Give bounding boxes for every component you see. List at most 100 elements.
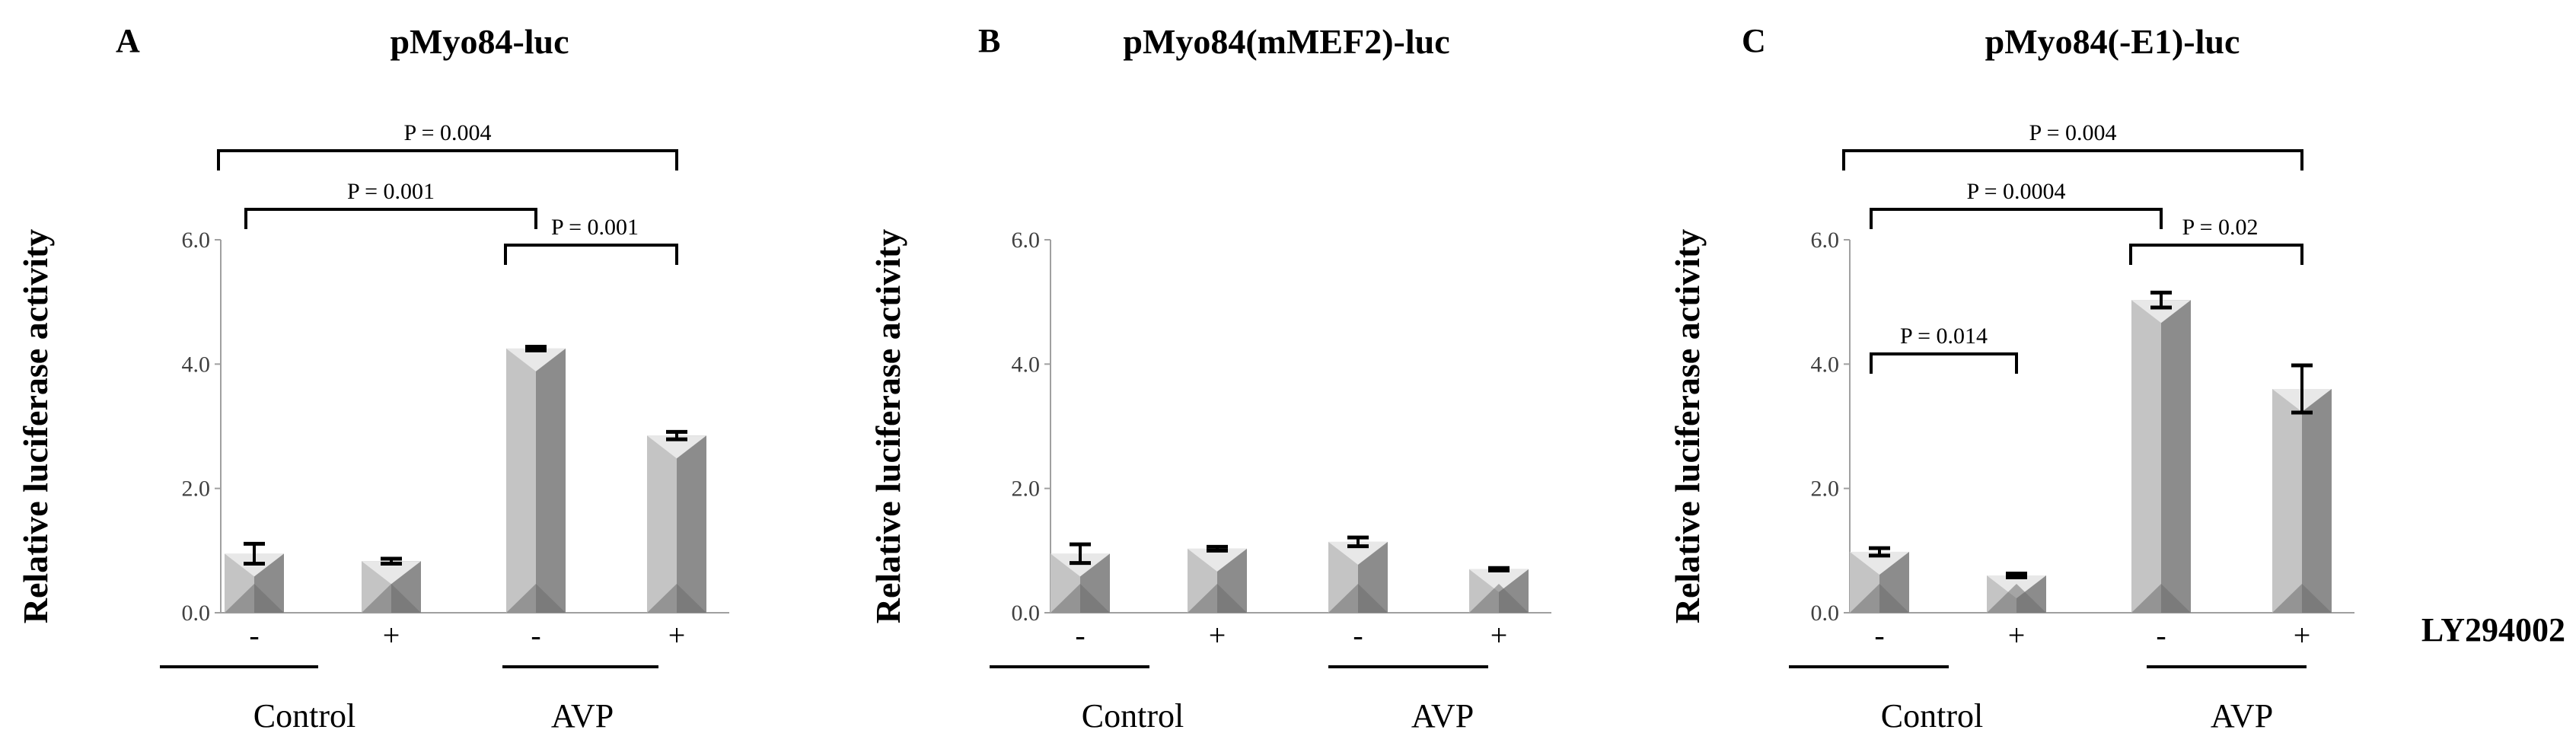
bar-bottom-bevel	[1987, 584, 2046, 613]
bracket-line	[1870, 208, 2163, 229]
y-tick-label: 4.0	[182, 352, 211, 377]
y-tick-label: 6.0	[1811, 228, 1840, 253]
y-tick-label: 2.0	[182, 476, 211, 502]
bar-bottom-bevel	[1469, 584, 1529, 613]
y-tick-label: 6.0	[182, 228, 211, 253]
p-value-label: P = 0.001	[551, 215, 639, 240]
bar-bottom-bevel	[1850, 584, 1909, 613]
bracket-line	[1842, 149, 2303, 171]
x-tick-label: +	[668, 618, 686, 652]
bracket-line	[217, 149, 678, 171]
significance-bracket: P = 0.001	[244, 179, 537, 229]
group-label: Control	[253, 697, 355, 735]
bar-face-dark	[2161, 300, 2191, 613]
bar	[506, 344, 566, 613]
y-axis-label: Relative luciferase activity	[869, 229, 907, 624]
treatment-label: LY294002	[2421, 611, 2565, 649]
bar-face-light	[2272, 389, 2302, 613]
group-label: AVP	[2211, 697, 2273, 735]
bar	[2272, 363, 2332, 613]
y-tick-label: 2.0	[1012, 476, 1041, 502]
group-label: AVP	[1411, 697, 1474, 735]
bar	[1987, 572, 2046, 613]
bar-face-dark	[2302, 389, 2332, 613]
bar-bottom-bevel	[2131, 584, 2191, 613]
p-value-label: P = 0.0004	[1967, 179, 2066, 204]
significance-bracket: P = 0.004	[1842, 120, 2303, 171]
p-value-label: P = 0.001	[347, 179, 435, 204]
bar-top-bevel	[362, 561, 421, 585]
bar-face-dark	[536, 348, 566, 613]
bar-top-bevel	[2131, 300, 2191, 324]
bar	[1850, 546, 1909, 613]
significance-bracket: P = 0.001	[504, 215, 678, 265]
bar-face-light	[647, 435, 677, 613]
bar-face-dark	[677, 435, 706, 613]
p-value-label: P = 0.004	[2029, 120, 2117, 145]
bracket-line	[504, 244, 678, 265]
bar-bottom-bevel	[362, 584, 421, 613]
y-axis-label: Relative luciferase activity	[16, 229, 55, 624]
bracket-line	[1870, 352, 2018, 374]
bar	[2131, 290, 2191, 613]
bar-top-bevel	[1469, 569, 1529, 592]
bar-bottom-bevel	[1188, 584, 1247, 613]
x-tick-label: -	[249, 618, 259, 652]
significance-bracket: P = 0.004	[217, 120, 678, 171]
panel-letter: A	[116, 22, 140, 59]
x-tick-label: -	[1874, 618, 1884, 652]
panel-title: pMyo84(-E1)-luc	[1985, 22, 2240, 61]
bar-top-bevel	[506, 348, 566, 371]
x-tick-label: +	[1490, 618, 1508, 652]
bar-top-bevel	[1188, 548, 1247, 572]
panel-title: pMyo84(mMEF2)-luc	[1123, 22, 1449, 61]
x-tick-label: -	[2156, 618, 2166, 652]
bracket-line	[244, 208, 537, 229]
p-value-label: P = 0.004	[404, 120, 492, 145]
y-axis-label: Relative luciferase activity	[1668, 229, 1707, 624]
bar	[1050, 542, 1110, 613]
bar-bottom-bevel	[225, 584, 284, 613]
x-tick-label: -	[1353, 618, 1363, 652]
y-tick-label: 0.0	[1012, 601, 1041, 626]
p-value-label: P = 0.02	[2182, 215, 2259, 240]
bar-top-bevel	[647, 435, 706, 459]
significance-bracket: P = 0.0004	[1870, 179, 2163, 229]
x-tick-label: +	[1209, 618, 1226, 652]
y-tick-label: 6.0	[1012, 228, 1041, 253]
x-tick-label: +	[2008, 618, 2026, 652]
y-tick-label: 4.0	[1012, 352, 1041, 377]
bar	[1469, 566, 1529, 613]
bar-bottom-bevel	[2272, 584, 2332, 613]
bar-face-light	[2131, 300, 2161, 613]
bar	[225, 541, 284, 613]
y-tick-label: 0.0	[182, 601, 211, 626]
bar-top-bevel	[1050, 553, 1110, 577]
bar	[1328, 535, 1388, 613]
x-tick-label: -	[531, 618, 540, 652]
significance-bracket: P = 0.02	[2129, 215, 2303, 265]
y-tick-label: 0.0	[1811, 601, 1840, 626]
bar-bottom-bevel	[506, 584, 566, 613]
panel-title: pMyo84-luc	[390, 22, 569, 61]
bar-face-light	[506, 348, 536, 613]
group-label: AVP	[551, 697, 614, 735]
bar-bottom-bevel	[647, 584, 706, 613]
bar-top-bevel	[1850, 551, 1909, 575]
bar-bottom-bevel	[1328, 584, 1388, 613]
bar-top-bevel	[1328, 541, 1388, 565]
significance-bracket: P = 0.014	[1870, 324, 2018, 374]
y-tick-label: 2.0	[1811, 476, 1840, 502]
p-value-label: P = 0.014	[1900, 324, 1988, 349]
x-tick-label: -	[1075, 618, 1085, 652]
group-label: Control	[1082, 697, 1184, 735]
bar	[647, 429, 706, 613]
panel-letter: C	[1742, 22, 1766, 59]
bar	[362, 556, 421, 613]
panel-letter: B	[978, 22, 1000, 59]
group-label: Control	[1881, 697, 1983, 735]
